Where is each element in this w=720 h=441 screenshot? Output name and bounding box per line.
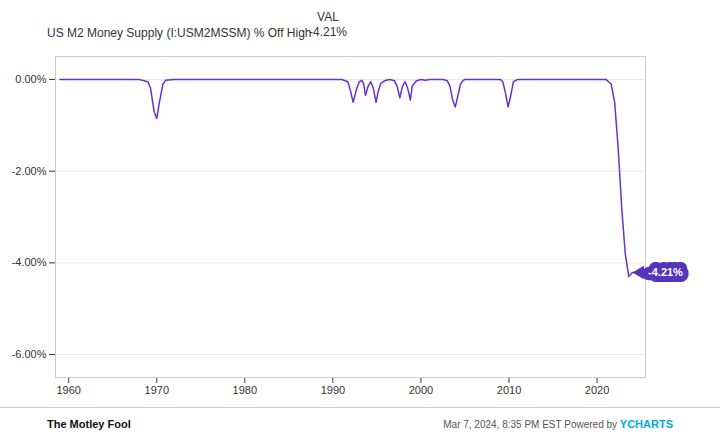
svg-text:1970: 1970: [145, 384, 169, 396]
svg-text:-2.00%: -2.00%: [12, 165, 47, 177]
html-text:Mar 7, 2024, 8:35 PM EST Power: Mar 7, 2024, 8:35 PM EST Powered by YCHA…: [443, 418, 673, 430]
svg-text:1980: 1980: [233, 384, 257, 396]
svg-text:-4.00%: -4.00%: [12, 256, 47, 268]
svg-text:2010: 2010: [497, 384, 521, 396]
html-text:VAL: VAL: [317, 10, 339, 24]
svg-text:1960: 1960: [56, 384, 80, 396]
html-text:-4.21%: -4.21%: [309, 25, 347, 39]
html-text:The Motley Fool: The Motley Fool: [47, 418, 131, 430]
html-text:US M2 Money Supply (I:USM2MSSM: US M2 Money Supply (I:USM2MSSM) % Off Hi…: [47, 26, 312, 40]
svg-text:-4.21%: -4.21%: [648, 266, 683, 278]
svg-text:0.00%: 0.00%: [15, 73, 46, 85]
svg-text:2000: 2000: [409, 384, 433, 396]
svg-text:2020: 2020: [585, 384, 609, 396]
svg-text:1990: 1990: [321, 384, 345, 396]
svg-text:-6.00%: -6.00%: [12, 348, 47, 360]
